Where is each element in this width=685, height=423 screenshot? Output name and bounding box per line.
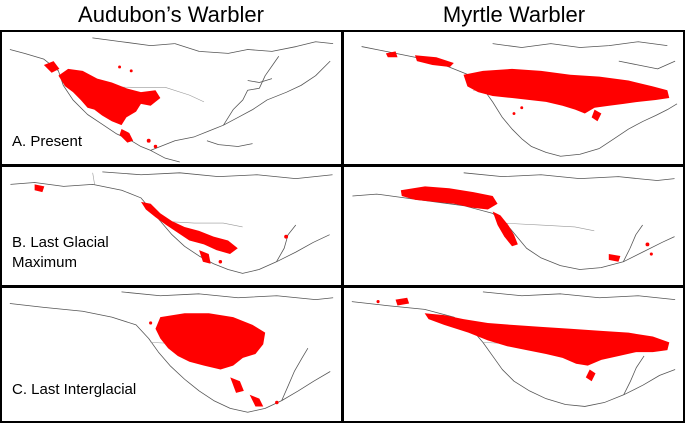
column-header-audubons-warbler: Audubon’s Warbler: [78, 2, 264, 27]
column-header-myrtle-warbler: Myrtle Warbler: [442, 2, 586, 27]
row-label-line: C. Last Interglacial: [12, 381, 137, 398]
map-audubons-present: [9, 37, 334, 163]
row-label-lig: C. Last Interglacial: [10, 380, 139, 400]
map-myrtle-present: [361, 41, 678, 157]
row-label-line: A. Present: [12, 133, 83, 150]
map-panel-audubons-present: A. Present: [0, 30, 343, 166]
map-audubons-lgm: [10, 171, 333, 274]
row-label-line: Maximum: [12, 254, 78, 271]
map-audubons-lig: [9, 291, 334, 413]
map-myrtle-lgm: [352, 172, 675, 270]
map-panel-audubons-lig: C. Last Interglacial: [0, 286, 343, 423]
map-panel-myrtle-lig: [342, 286, 685, 423]
row-label-lgm: B. Last Glacial Maximum: [10, 233, 111, 273]
row-label-line: B. Last Glacial: [12, 234, 109, 251]
map-panel-myrtle-lgm: [342, 165, 685, 287]
map-panel-audubons-lgm: B. Last Glacial Maximum: [0, 165, 343, 287]
row-label-present: A. Present: [10, 132, 85, 152]
map-myrtle-lig: [351, 291, 676, 407]
map-panel-myrtle-present: [342, 30, 685, 166]
